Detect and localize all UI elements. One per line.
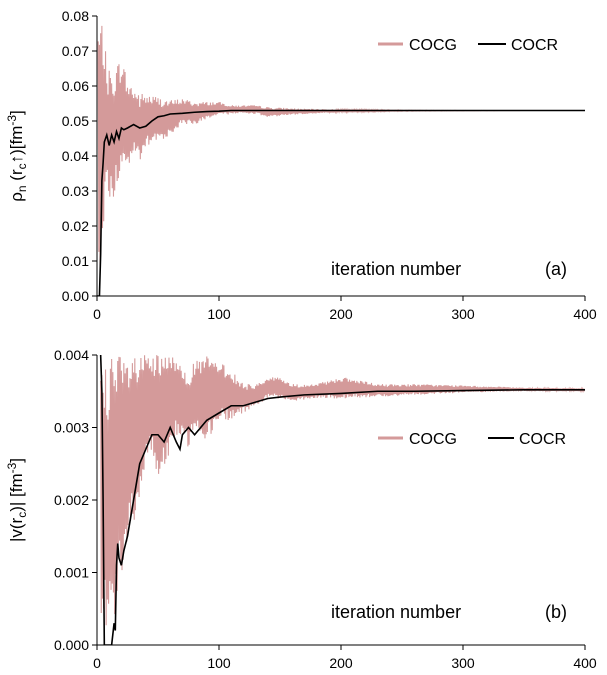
x-tick-label-a: 200 (329, 306, 353, 322)
y-axis-label-a: ρn (rc↑)[fm-3] (5, 110, 29, 202)
y-tick-label-a: 0.04 (62, 148, 89, 164)
legend-label-cocg-b: COCG (409, 431, 457, 448)
y-tick-label-a: 0.02 (62, 218, 89, 234)
axis-annotation-b: iteration number (331, 602, 461, 622)
x-tick-label-b: 0 (93, 655, 101, 671)
panel-a-chart: 0.00 0.01 0.02 0.03 0.04 0.05 0.06 0.07 0.08 0 100… (5, 8, 597, 322)
x-tick-label-a: 100 (207, 306, 231, 322)
legend-a: COCG COCR (378, 37, 558, 54)
x-tick-label-b: 400 (573, 655, 597, 671)
y-tick-label-b: 0.002 (54, 492, 89, 508)
x-tick-label-a: 0 (93, 306, 101, 322)
y-tick-label-a: 0.03 (62, 183, 89, 199)
y-tick-label-a: 0.07 (62, 43, 89, 59)
panel-label-a: (a) (545, 259, 567, 279)
plot-area-b (99, 355, 585, 645)
series-cocg-line-a (97, 25, 585, 273)
x-tick-label-a: 300 (451, 306, 475, 322)
y-axis-label-b: |v(rc)| [fm-3] (5, 458, 29, 542)
y-tick-label-b: 0.003 (54, 420, 89, 436)
panel-label-b: (b) (545, 602, 567, 622)
x-tick-label-b: 300 (451, 655, 475, 671)
legend-label-cocr-a: COCR (511, 37, 558, 54)
y-tick-label-a: 0.01 (62, 253, 89, 269)
y-tick-label-a: 0.08 (62, 8, 89, 24)
x-tick-label-b: 200 (329, 655, 353, 671)
legend-b: COCG COCR (378, 431, 566, 448)
x-tick-label-b: 100 (207, 655, 231, 671)
y-tick-label-b: 0.000 (54, 637, 89, 653)
series-cocr-line-b (99, 355, 585, 645)
axis-annotation-a: iteration number (331, 259, 461, 279)
legend-label-cocg-a: COCG (409, 37, 457, 54)
plot-area-a (97, 25, 585, 296)
y-tick-label-a: 0.00 (62, 288, 89, 304)
x-tick-label-a: 400 (573, 306, 597, 322)
series-cocg-line-b (100, 355, 585, 626)
y-tick-label-b: 0.004 (54, 347, 89, 363)
legend-label-cocr-b: COCR (519, 431, 566, 448)
series-cocr-line-a (97, 109, 585, 296)
y-tick-label-a: 0.06 (62, 78, 89, 94)
y-tick-label-b: 0.001 (54, 565, 89, 581)
y-tick-label-a: 0.05 (62, 113, 89, 129)
panel-b-chart: 0.000 0.001 0.002 0.003 0.004 0 100 200 300 400 it… (5, 347, 597, 671)
